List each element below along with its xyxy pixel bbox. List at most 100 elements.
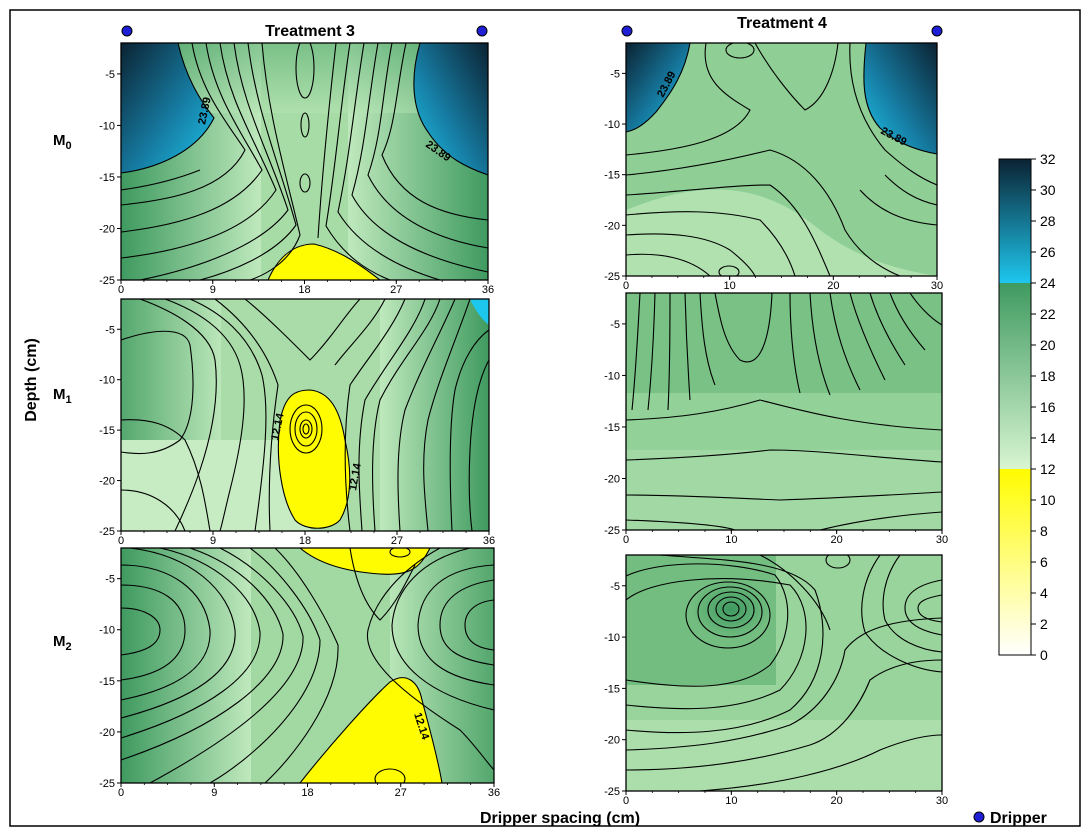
colorbar-tick-label: 12 xyxy=(1040,461,1056,477)
x-tick-label: 0 xyxy=(118,535,124,547)
y-tick-label: -5 xyxy=(105,574,115,586)
dripper-marker xyxy=(476,25,488,37)
row-label-m1: M1 xyxy=(53,386,72,406)
x-tick-label: 10 xyxy=(725,795,737,807)
row-label-m2: M2 xyxy=(53,633,72,653)
svg-text:M0: M0 xyxy=(53,132,72,152)
y-tick-label: -15 xyxy=(99,676,115,688)
x-tick-label: 18 xyxy=(301,787,313,799)
contour-label: 12.14 xyxy=(347,461,364,491)
contour-lines xyxy=(121,43,488,280)
colorbar-tick-label: 10 xyxy=(1040,492,1056,508)
row-label-m0: M0 xyxy=(53,132,72,152)
x-tick-label: 27 xyxy=(390,284,402,296)
y-tick-label: -15 xyxy=(99,425,115,437)
colorbar-tick-label: 22 xyxy=(1040,306,1056,322)
dripper-legend-label: Dripper xyxy=(990,810,1047,827)
y-tick-label: -5 xyxy=(610,319,620,331)
y-tick-label: -20 xyxy=(604,473,620,485)
x-tick-label: 10 xyxy=(725,534,737,546)
colorbar-tick-label: 18 xyxy=(1040,368,1056,384)
x-axis-label: Dripper spacing (cm) xyxy=(480,810,640,827)
colorbar-tick-label: 2 xyxy=(1040,616,1048,632)
x-tick-label: 9 xyxy=(211,787,217,799)
x-tick-label: 36 xyxy=(482,284,494,296)
y-axis-label: Depth (cm) xyxy=(23,338,40,422)
panel-t3-m1: 12.14 12.14 xyxy=(120,298,490,532)
colorbar-tick-label: 24 xyxy=(1040,275,1056,291)
y-tick-label: -25 xyxy=(99,526,115,538)
y-tick-label: -15 xyxy=(604,683,620,695)
y-tick-label: -20 xyxy=(604,220,620,232)
y-tick-label: -25 xyxy=(604,525,620,537)
x-tick-label: 9 xyxy=(210,284,216,296)
y-tick-label: -5 xyxy=(610,68,620,80)
y-tick-label: -5 xyxy=(610,581,620,593)
y-tick-label: -20 xyxy=(99,727,115,739)
x-tick-label: 27 xyxy=(391,535,403,547)
y-tick-label: -10 xyxy=(604,632,620,644)
y-tick-label: -25 xyxy=(99,275,115,287)
y-tick-label: -10 xyxy=(99,625,115,637)
dripper-marker xyxy=(121,25,133,37)
colorbar-ramp xyxy=(998,158,1032,656)
treatment-4-title: Treatment 4 xyxy=(737,15,827,32)
y-tick-label: -20 xyxy=(604,735,620,747)
panel-t3-m0: 23.89 23.89 xyxy=(120,42,489,281)
x-tick-label: 36 xyxy=(483,535,495,547)
colorbar-tick-label: 20 xyxy=(1040,337,1056,353)
y-tick-label: -25 xyxy=(604,786,620,798)
panel-axes: 0 9 18 27 36 -5 -10 -15 -20 -25 xyxy=(99,574,500,799)
treatment-3-title: Treatment 3 xyxy=(265,23,355,40)
panel-t3-m2: 12.14 xyxy=(120,547,495,784)
y-tick-label: -10 xyxy=(99,120,115,132)
y-tick-label: -25 xyxy=(99,778,115,790)
colorbar-tick-label: 8 xyxy=(1040,523,1048,539)
contour-lines xyxy=(121,299,489,531)
x-tick-label: 30 xyxy=(936,795,948,807)
x-tick-label: 0 xyxy=(118,284,124,296)
x-tick-label: 20 xyxy=(831,795,843,807)
colorbar-tick-label: 4 xyxy=(1040,585,1048,601)
y-tick-label: -10 xyxy=(99,375,115,387)
x-tick-label: 18 xyxy=(299,535,311,547)
colorbar-tick-label: 28 xyxy=(1040,213,1056,229)
colorbar-tick-label: 32 xyxy=(1040,151,1056,167)
contour-label: 12.14 xyxy=(269,411,287,441)
x-tick-label: 0 xyxy=(623,280,629,292)
x-tick-label: 27 xyxy=(395,787,407,799)
y-tick-label: -15 xyxy=(604,170,620,182)
dripper-marker xyxy=(621,25,633,37)
colorbar-tick-label: 26 xyxy=(1040,244,1056,260)
colorbar-tick-label: 0 xyxy=(1040,647,1048,663)
dripper-markers xyxy=(121,25,943,37)
x-tick-label: 20 xyxy=(831,534,843,546)
x-tick-label: 9 xyxy=(210,535,216,547)
x-tick-label: 30 xyxy=(936,534,948,546)
y-tick-label: -25 xyxy=(604,271,620,283)
panel-axes: 0 10 20 30 -5 -10 -15 -20 -25 xyxy=(604,319,948,546)
contour-label: 23.89 xyxy=(196,96,213,125)
panel-t4-m2 xyxy=(625,554,943,792)
y-tick-label: -15 xyxy=(99,172,115,184)
y-tick-label: -5 xyxy=(105,69,115,81)
figure-frame xyxy=(9,9,1081,827)
panel-axes: 0 10 20 30 -5 -10 -15 -20 -25 xyxy=(604,68,943,292)
y-tick-label: -15 xyxy=(604,422,620,434)
y-tick-label: -5 xyxy=(105,324,115,336)
svg-text:M1: M1 xyxy=(53,386,72,406)
panel-t4-m0: 23.89 23.89 xyxy=(625,42,938,277)
panel-t4-m1 xyxy=(625,292,943,531)
x-tick-label: 0 xyxy=(118,787,124,799)
panel-axes: 0 10 20 30 -5 -10 -15 -20 -25 xyxy=(604,581,948,807)
x-tick-label: 0 xyxy=(623,795,629,807)
x-tick-label: 20 xyxy=(827,280,839,292)
x-tick-label: 36 xyxy=(488,787,500,799)
panel-axes: 0 9 18 27 36 -5 -10 -15 -20 -25 xyxy=(99,324,495,547)
contour-lines xyxy=(626,555,942,791)
y-tick-label: -20 xyxy=(99,476,115,488)
colorbar-tick-label: 6 xyxy=(1040,554,1048,570)
